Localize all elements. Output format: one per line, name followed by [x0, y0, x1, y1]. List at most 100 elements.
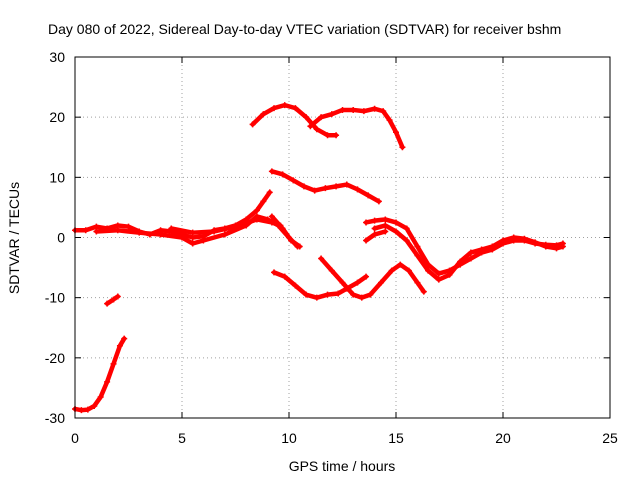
- data-point: [403, 225, 410, 232]
- data-point: [358, 294, 365, 301]
- data-point: [125, 223, 132, 230]
- data-point: [82, 227, 89, 234]
- data-point: [333, 183, 340, 190]
- data-point: [343, 181, 350, 188]
- data-point: [397, 261, 404, 268]
- y-tick-label: -30: [45, 410, 65, 426]
- data-point: [542, 243, 549, 250]
- data-point: [365, 192, 372, 199]
- data-point: [489, 243, 496, 250]
- data-point: [350, 106, 357, 113]
- data-point: [311, 187, 318, 194]
- data-point: [260, 198, 267, 205]
- data-point: [393, 228, 399, 235]
- data-point: [354, 279, 361, 286]
- series-trace-11: [318, 256, 427, 300]
- data-point: [371, 217, 378, 224]
- data-point: [380, 108, 387, 115]
- data-point: [500, 237, 506, 244]
- data-point: [104, 300, 111, 307]
- data-point: [478, 246, 485, 253]
- data-point: [114, 227, 121, 234]
- data-point: [318, 255, 325, 262]
- data-point: [271, 105, 278, 112]
- data-point: [388, 267, 395, 274]
- data-point: [91, 402, 98, 409]
- data-point: [363, 219, 370, 226]
- chart-title: Day 080 of 2022, Sidereal Day-to-day VTE…: [48, 21, 561, 37]
- data-point: [232, 223, 239, 230]
- data-point: [303, 114, 310, 121]
- data-point: [399, 144, 406, 151]
- data-point: [253, 207, 260, 214]
- data-point: [335, 290, 342, 297]
- data-point: [322, 185, 329, 192]
- x-tick-label: 0: [71, 430, 79, 446]
- data-point: [168, 225, 175, 232]
- data-point: [290, 177, 297, 184]
- y-tick-label: -20: [45, 350, 65, 366]
- data-point: [339, 279, 346, 286]
- data-point: [403, 237, 410, 244]
- axis-ticks: 0 5 10 15 20 25 -30 -20 -10 0 10 20 30: [45, 49, 618, 446]
- data-point: [200, 237, 207, 244]
- data-point: [179, 234, 185, 241]
- x-axis-label: GPS time / hours: [289, 458, 396, 474]
- data-point: [157, 231, 164, 238]
- data-series: [72, 102, 566, 414]
- data-point: [324, 132, 331, 139]
- data-point: [446, 271, 453, 278]
- data-point: [371, 105, 378, 112]
- data-point: [467, 255, 474, 262]
- y-tick-label: 30: [49, 49, 65, 65]
- data-point: [189, 240, 196, 247]
- data-point: [382, 228, 389, 235]
- data-point: [93, 228, 100, 235]
- data-point: [189, 229, 196, 236]
- x-tick-label: 15: [388, 430, 404, 446]
- data-point: [371, 231, 378, 238]
- data-point: [360, 108, 367, 115]
- series-trace-10: [271, 270, 369, 300]
- y-tick-label: -10: [45, 290, 65, 306]
- data-point: [371, 225, 378, 232]
- data-point: [435, 276, 442, 283]
- data-point: [221, 231, 228, 238]
- data-point: [313, 126, 320, 133]
- data-point: [324, 291, 331, 298]
- data-point: [420, 288, 427, 295]
- data-point: [307, 123, 314, 130]
- data-point: [136, 229, 143, 236]
- data-point: [532, 239, 539, 246]
- data-point: [393, 219, 399, 226]
- y-tick-label: 10: [49, 169, 65, 185]
- data-point: [378, 279, 385, 286]
- data-point: [382, 216, 389, 223]
- data-point: [350, 291, 357, 298]
- data-point: [268, 219, 275, 226]
- data-point: [121, 335, 128, 342]
- data-point: [328, 111, 335, 118]
- data-point: [414, 243, 421, 250]
- data-point: [367, 291, 374, 298]
- data-point: [288, 237, 295, 244]
- data-point: [363, 273, 370, 280]
- data-point: [292, 282, 299, 289]
- data-point: [521, 235, 528, 242]
- data-point: [292, 105, 299, 112]
- data-point: [414, 279, 421, 286]
- data-point: [328, 267, 335, 274]
- data-point: [266, 189, 273, 196]
- data-point: [382, 222, 389, 229]
- data-point: [333, 132, 340, 139]
- data-point: [110, 296, 117, 303]
- data-point: [386, 117, 393, 124]
- data-point: [84, 406, 91, 413]
- data-point: [78, 407, 85, 414]
- y-tick-label: 0: [57, 230, 65, 246]
- data-point: [300, 183, 307, 190]
- data-point: [279, 225, 286, 232]
- data-point: [296, 243, 303, 250]
